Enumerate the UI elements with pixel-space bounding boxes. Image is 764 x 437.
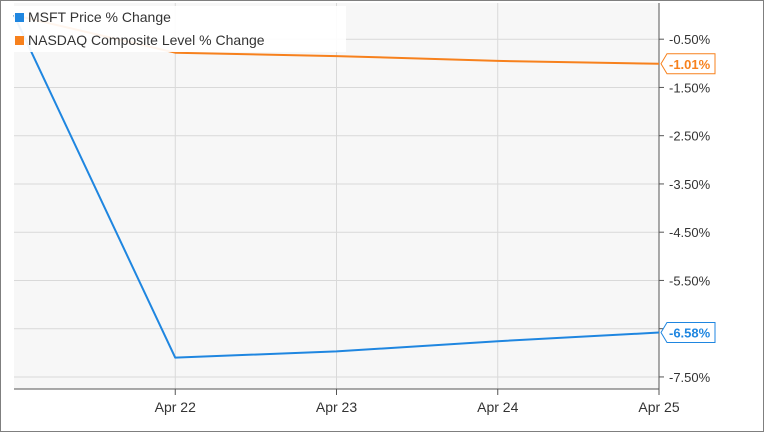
x-tick-label: Apr 24 xyxy=(477,399,518,415)
legend-item-msft[interactable]: MSFT Price % Change xyxy=(28,6,346,29)
x-tick-label: Apr 23 xyxy=(316,399,357,415)
legend-swatch-msft xyxy=(15,13,24,22)
y-tick-label: -1.50% xyxy=(669,80,711,95)
y-tick-label: -3.50% xyxy=(669,177,711,192)
chart-legend: MSFT Price % Change NASDAQ Composite Lev… xyxy=(14,6,346,52)
legend-swatch-nasdaq xyxy=(15,36,24,45)
legend-label-nasdaq: NASDAQ Composite Level % Change xyxy=(28,29,265,52)
y-tick-label: -0.50% xyxy=(669,32,711,47)
legend-item-nasdaq[interactable]: NASDAQ Composite Level % Change xyxy=(28,29,346,52)
y-tick-label: -4.50% xyxy=(669,225,711,240)
y-tick-label: -5.50% xyxy=(669,273,711,288)
x-tick-label: Apr 25 xyxy=(638,399,679,415)
x-tick-label: Apr 22 xyxy=(155,399,196,415)
y-tick-label: -2.50% xyxy=(669,129,711,144)
y-tick-label: -7.50% xyxy=(669,370,711,385)
legend-label-msft: MSFT Price % Change xyxy=(28,6,171,29)
end-value-label-nasdaq: -1.01% xyxy=(669,57,711,72)
end-value-label-msft: -6.58% xyxy=(669,326,711,341)
